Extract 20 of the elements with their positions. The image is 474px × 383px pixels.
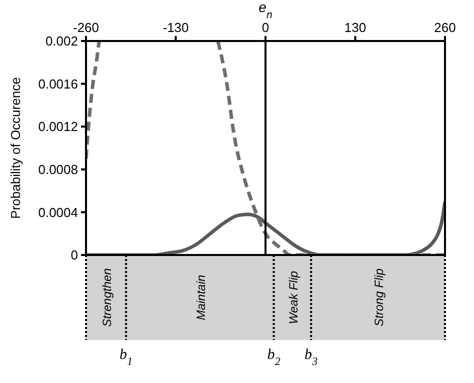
y-axis-title: Probability of Occurence xyxy=(8,77,23,219)
text: Strong Flip xyxy=(372,268,386,327)
x-tick-label: -260 xyxy=(72,20,100,35)
x-tick-label: 130 xyxy=(344,20,366,35)
ref-line-label: b$_{3}$ xyxy=(304,347,318,368)
x-tick-label: 260 xyxy=(434,20,456,35)
ref-line-label: b$_{1}$ xyxy=(119,347,133,368)
text: Weak Flip xyxy=(286,270,300,324)
x-axis-title: e$_{n}$ xyxy=(258,0,272,21)
y-tick-label: 0.0012 xyxy=(38,119,78,134)
x-tick-label: 0 xyxy=(262,20,270,35)
text: Strengthen xyxy=(100,268,114,327)
x-tick-label: -130 xyxy=(162,20,189,35)
y-tick-label: 0.0008 xyxy=(38,162,78,177)
y-tick-label: 0.0016 xyxy=(38,76,78,92)
text: Maintain xyxy=(194,274,208,320)
ref-line-label: b$_{2}$ xyxy=(267,347,281,368)
y-tick-label: 0 xyxy=(70,248,78,263)
y-tick-label: 0.0004 xyxy=(38,204,78,220)
y-tick-label: 0.002 xyxy=(45,34,78,49)
